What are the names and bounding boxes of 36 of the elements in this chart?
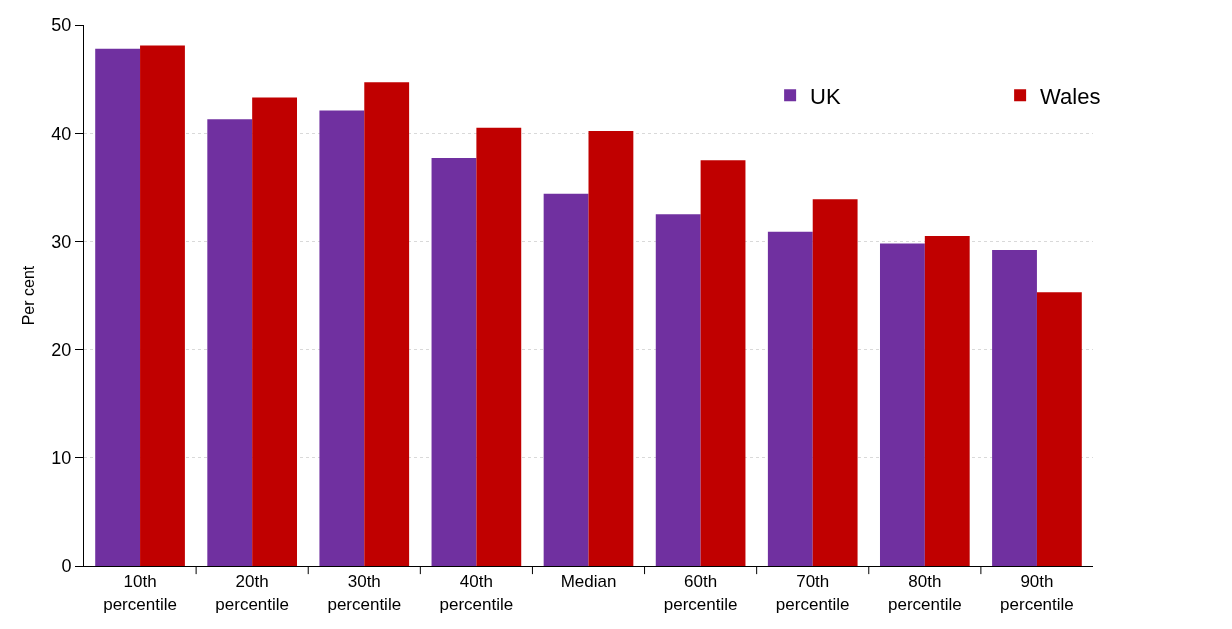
bar <box>543 193 589 566</box>
y-tick-label: 40 <box>51 123 72 144</box>
bar <box>252 97 298 566</box>
bar <box>476 127 522 566</box>
x-tick-label: 60th percentile <box>663 572 738 614</box>
y-tick-label: 30 <box>51 231 72 252</box>
bar <box>992 250 1037 566</box>
bar <box>655 214 701 566</box>
x-tick-label: 40th percentile <box>439 572 514 614</box>
bar <box>924 235 970 566</box>
bar <box>95 48 141 566</box>
bar <box>700 160 746 566</box>
x-tick-label: 30th percentile <box>327 572 402 614</box>
legend-label: Wales <box>1040 83 1101 109</box>
bar <box>767 231 813 566</box>
y-tick-label: 20 <box>51 339 72 360</box>
bar <box>140 45 185 566</box>
x-tick-label: 90th percentile <box>1000 572 1074 614</box>
bar <box>588 131 634 566</box>
y-tick-label: 10 <box>51 448 72 469</box>
bar <box>812 199 858 566</box>
bar <box>879 243 925 566</box>
x-tick-label: Median <box>560 572 617 592</box>
bar <box>1036 292 1082 566</box>
bar <box>319 110 365 566</box>
bar <box>207 119 253 566</box>
y-tick-label: 50 <box>51 15 72 36</box>
x-tick-label: 80th percentile <box>887 572 962 614</box>
bar <box>364 82 410 566</box>
x-tick-label: 10th percentile <box>103 572 177 614</box>
x-tick-label: 20th percentile <box>215 572 290 614</box>
y-axis-title: Per cent <box>20 265 38 326</box>
bar <box>431 158 477 566</box>
x-tick-label: 70th percentile <box>775 572 850 614</box>
legend-label: UK <box>810 83 842 109</box>
y-tick-label: 0 <box>61 556 72 577</box>
